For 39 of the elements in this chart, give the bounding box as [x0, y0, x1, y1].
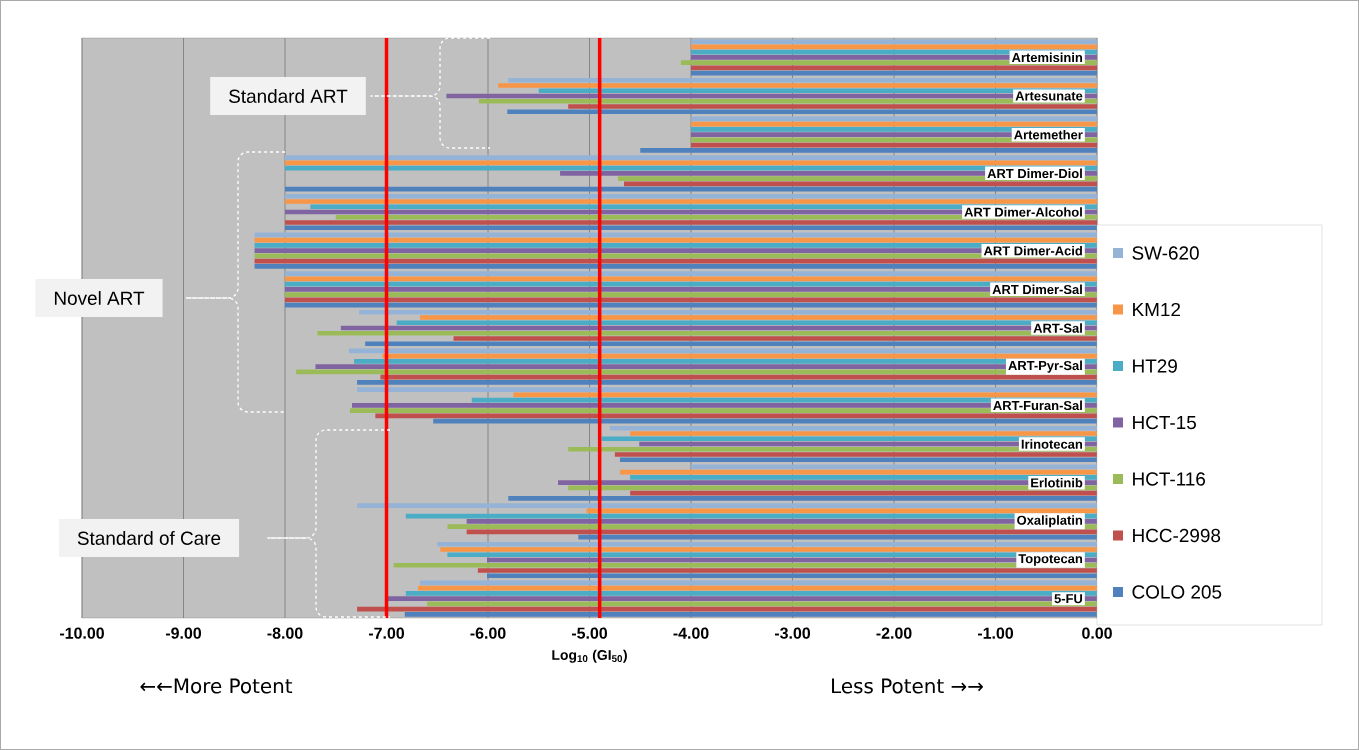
y-tick-label: ART-Sal [1033, 323, 1082, 333]
x-tick-label: -10.00 [60, 627, 104, 639]
legend-label: HCT-116 [1133, 472, 1206, 486]
y-tick-label: Artemether [1014, 129, 1083, 140]
y-tick-label: Oxaliplatin [1017, 515, 1083, 528]
x-tick-label: -7.00 [368, 627, 405, 639]
x-axis-title: Log$_{10}$ (GI$_{50}$) [552, 649, 627, 663]
x-tick-label: -1.00 [977, 627, 1014, 639]
legend-label: HT29 [1133, 359, 1177, 373]
y-tick-label: Irinotecan [1021, 439, 1083, 449]
x-tick-label: -6.00 [470, 627, 506, 639]
text: Less Potent →→ [832, 678, 983, 694]
x-tick-label: -9.00 [165, 627, 202, 639]
legend-label: SW-620 [1132, 246, 1199, 260]
x-tick-label: 0.00 [1082, 627, 1112, 639]
annotation: Standard ART [229, 89, 348, 103]
x-tick-label: -8.00 [267, 627, 303, 639]
y-tick-label: ART-Pyr-Sal [1008, 360, 1082, 373]
x-tick-label: -2.00 [876, 627, 912, 639]
y-tick-label: Topotecan [1018, 554, 1083, 566]
legend-label: KM12 [1133, 302, 1181, 317]
y-tick-label: Artesunate [1015, 91, 1083, 101]
x-tick-label: -3.00 [774, 627, 811, 639]
y-tick-label: Artemisinin [1011, 52, 1083, 63]
y-tick-label: ART Dimer-Alcohol [964, 207, 1082, 217]
legend-label: HCT-15 [1133, 415, 1196, 430]
y-tick-label: ART Dimer-Sal [992, 284, 1082, 295]
y-tick-label: Erlotinib [1031, 477, 1083, 488]
x-tick-label: -4.00 [673, 627, 709, 639]
y-tick-label: ART Dimer-Diol [987, 168, 1082, 179]
legend-label: HCC-2998 [1133, 528, 1221, 543]
y-tick-label: 5-FU [1054, 594, 1083, 604]
x-tick-label: -5.00 [571, 627, 608, 639]
y-tick-label: ART Dimer-Acid [983, 245, 1082, 256]
text: ←←More Potent [140, 678, 293, 694]
legend-label: COLO 205 [1132, 585, 1222, 599]
annotation: Standard of Care [77, 531, 221, 545]
annotation: Novel ART [54, 291, 145, 305]
y-tick-label: ART-Furan-Sal [993, 400, 1082, 411]
